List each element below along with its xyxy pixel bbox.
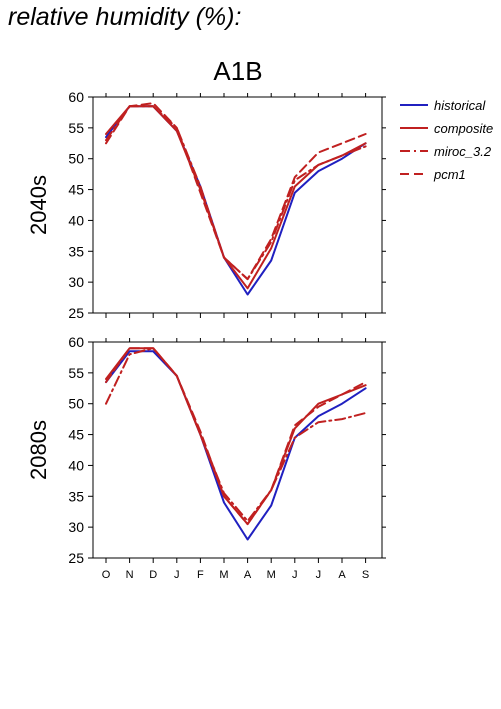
plot-frame — [92, 341, 383, 559]
series-line-historical — [105, 105, 367, 296]
y-tick-label: 40 — [68, 212, 84, 228]
x-tick-label: J — [174, 569, 180, 581]
y-tick-label: 25 — [68, 550, 84, 566]
y-tick-label: 50 — [68, 151, 84, 167]
x-tick-label: J — [316, 569, 322, 581]
x-tick-label: F — [197, 569, 204, 581]
y-tick-label: 60 — [68, 334, 84, 350]
y-tick-label: 55 — [68, 365, 84, 381]
series-line-pcm1 — [105, 102, 367, 281]
y-tick-label: 45 — [68, 182, 84, 198]
y-tick-label: 50 — [68, 396, 84, 412]
x-tick-label: S — [362, 569, 369, 581]
y-tick-label: 40 — [68, 457, 84, 473]
y-tick-label: 30 — [68, 519, 84, 535]
y-tick-label: 55 — [68, 120, 84, 136]
x-tick-label: O — [102, 569, 111, 581]
legend: historical composite miroc_3.2 pcm1 — [400, 98, 493, 182]
y-tick-label: 45 — [68, 427, 84, 443]
legend-label: pcm1 — [433, 167, 466, 182]
legend-label: historical — [434, 98, 486, 113]
panel-2040s: 25 30 35 40 45 50 55 60 2040s — [26, 89, 386, 321]
y-tick-label: 25 — [68, 305, 84, 321]
panel-label: 2040s — [26, 175, 51, 235]
page-title: relative humidity (%): — [8, 3, 242, 31]
legend-label: miroc_3.2 — [434, 144, 492, 159]
x-tick-label: N — [126, 569, 134, 581]
x-tick-label: M — [267, 569, 276, 581]
y-tick-label: 60 — [68, 89, 84, 105]
x-tick-label: A — [338, 569, 346, 581]
series-line-miroc-3-2 — [105, 347, 367, 522]
x-tick-label: J — [292, 569, 298, 581]
y-tick-label: 30 — [68, 274, 84, 290]
plot-frame — [92, 96, 383, 314]
legend-label: composite — [434, 121, 493, 136]
panel-label: 2080s — [26, 420, 51, 480]
series-line-composite — [105, 105, 367, 290]
y-tick-label: 35 — [68, 488, 84, 504]
y-tick-label: 35 — [68, 243, 84, 259]
x-tick-label: M — [219, 569, 228, 581]
series-line-historical — [105, 350, 367, 541]
series-line-pcm1 — [105, 347, 367, 526]
series-line-composite — [105, 347, 367, 526]
series-line-miroc-3-2 — [105, 105, 367, 281]
x-tick-label: D — [149, 569, 157, 581]
x-tick-label: A — [244, 569, 252, 581]
panel-2080s: 25 30 35 40 45 50 55 60 O N D J F M A M J J A S 2080s — [26, 334, 386, 581]
scenario-title: A1B — [213, 56, 262, 86]
